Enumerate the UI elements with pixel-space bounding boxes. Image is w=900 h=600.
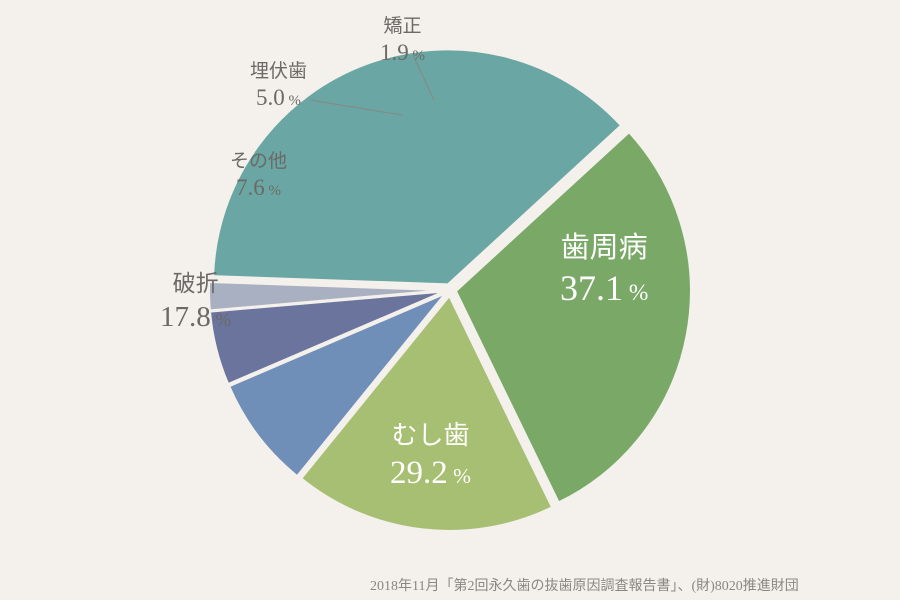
slice-name: 矯正 (380, 15, 425, 39)
slice-value: 29.2 % (390, 453, 471, 494)
slice-value: 1.9 % (380, 39, 425, 68)
slice-name: むし歯 (390, 420, 471, 453)
source-caption: 2018年11月「第2回永久歯の抜歯原因調査報告書」、(財)8020推進財団 (370, 575, 799, 595)
slice-label-2: 破折17.8 % (160, 270, 231, 335)
slice-label-5: 矯正1.9 % (380, 15, 425, 68)
slice-name: 破折 (160, 270, 231, 299)
slice-label-0: 歯周病37.1 % (560, 230, 648, 311)
slice-label-3: その他7.6 % (230, 150, 287, 203)
slice-value: 7.6 % (230, 174, 287, 203)
slice-name: 歯周病 (560, 230, 648, 266)
slice-value: 17.8 % (160, 299, 231, 335)
slice-label-1: むし歯29.2 % (390, 420, 471, 494)
slice-value: 5.0 % (250, 84, 307, 113)
slice-value: 37.1 % (560, 266, 648, 311)
pie-chart (0, 0, 900, 600)
slice-label-4: 埋伏歯5.0 % (250, 60, 307, 113)
slice-name: その他 (230, 150, 287, 174)
slice-name: 埋伏歯 (250, 60, 307, 84)
